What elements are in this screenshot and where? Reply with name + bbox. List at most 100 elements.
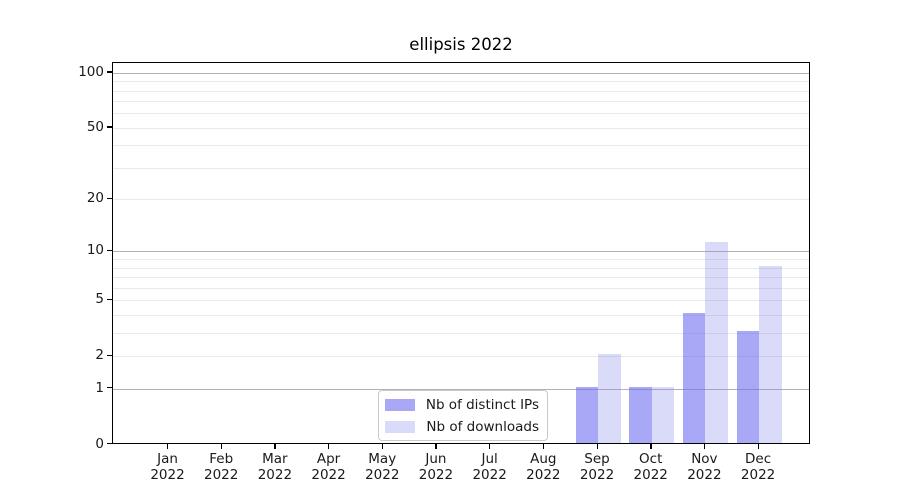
y-gridline-major bbox=[113, 251, 809, 253]
legend-item: Nb of distinct IPs bbox=[385, 395, 539, 414]
x-tick-label-line: 2022 bbox=[311, 467, 346, 483]
y-tick bbox=[107, 71, 112, 73]
x-tick-label: Aug 2022 bbox=[511, 451, 575, 484]
x-tick-label: Sep 2022 bbox=[565, 451, 629, 484]
y-gridline-major bbox=[113, 72, 809, 74]
x-tick-label-line: 2022 bbox=[633, 467, 668, 483]
y-gridline-minor bbox=[113, 287, 809, 289]
bar-nov-downloads bbox=[705, 242, 728, 443]
x-tick bbox=[542, 443, 545, 449]
x-tick-label: Feb 2022 bbox=[189, 451, 253, 484]
x-tick-label: May 2022 bbox=[350, 451, 414, 484]
legend-swatch-distinct-ips bbox=[385, 398, 415, 411]
legend-item: Nb of downloads bbox=[385, 417, 539, 436]
y-tick bbox=[107, 126, 112, 128]
x-tick-label-line: 2022 bbox=[579, 467, 615, 483]
x-tick-label: Jan 2022 bbox=[136, 451, 200, 484]
x-tick-label-line: Jan bbox=[157, 450, 178, 467]
x-tick bbox=[650, 443, 652, 449]
x-tick bbox=[274, 443, 276, 449]
y-tick-label: 2 bbox=[95, 347, 104, 364]
y-gridline-minor bbox=[113, 90, 809, 92]
chart-title: ellipsis 2022 bbox=[409, 35, 513, 54]
x-tick-label-line: Jul bbox=[481, 450, 498, 467]
bar-sep-distinct-ips bbox=[575, 386, 599, 443]
x-tick-label-line: Jun bbox=[425, 450, 447, 467]
x-tick-label-line: Dec bbox=[745, 450, 772, 467]
x-tick-label-line: 2022 bbox=[526, 467, 561, 483]
y-tick bbox=[107, 387, 112, 389]
x-tick bbox=[596, 443, 598, 449]
y-gridline-minor bbox=[113, 259, 809, 261]
legend-label: Nb of distinct IPs bbox=[425, 396, 539, 413]
bar-oct-distinct-ips bbox=[629, 386, 652, 443]
y-gridline-minor bbox=[113, 145, 809, 147]
x-tick-label: Jun 2022 bbox=[404, 451, 468, 484]
bar-dec-distinct-ips bbox=[736, 330, 760, 443]
y-tick bbox=[107, 443, 112, 445]
x-tick-label-line: Oct bbox=[639, 450, 663, 467]
y-gridline-minor bbox=[113, 199, 809, 201]
y-tick-label: 5 bbox=[95, 291, 104, 308]
x-tick bbox=[220, 443, 222, 449]
bar-dec-downloads bbox=[759, 265, 782, 443]
y-tick-label: 1 bbox=[95, 379, 104, 396]
y-gridline-minor bbox=[113, 300, 809, 302]
x-tick-label-line: 2022 bbox=[418, 467, 454, 483]
y-gridline-minor bbox=[113, 332, 809, 334]
bar-sep-downloads bbox=[598, 354, 621, 443]
x-tick bbox=[757, 443, 759, 449]
x-tick bbox=[703, 443, 706, 449]
bar-oct-downloads bbox=[651, 386, 675, 443]
y-gridline-minor bbox=[113, 127, 809, 129]
y-tick bbox=[107, 249, 112, 252]
x-tick-label-line: 2022 bbox=[204, 467, 239, 483]
y-gridline-minor bbox=[113, 356, 809, 358]
plot-area bbox=[112, 62, 810, 444]
y-tick-label: 20 bbox=[86, 190, 104, 207]
x-tick-label-line: 2022 bbox=[472, 467, 507, 483]
x-tick-label: Mar 2022 bbox=[243, 451, 307, 484]
x-tick-label-line: 2022 bbox=[740, 467, 776, 483]
x-tick-label-line: 2022 bbox=[365, 467, 400, 483]
y-gridline-major bbox=[113, 388, 809, 390]
y-tick-label: 0 bbox=[95, 435, 104, 452]
y-tick-label: 10 bbox=[86, 242, 104, 259]
x-tick bbox=[489, 443, 491, 449]
y-gridline-minor bbox=[113, 81, 809, 83]
y-tick bbox=[107, 298, 112, 300]
y-gridline-minor bbox=[113, 113, 809, 115]
legend-swatch-downloads bbox=[385, 420, 415, 433]
x-tick-label: Dec 2022 bbox=[726, 451, 790, 484]
x-tick-label-line: Mar bbox=[262, 450, 288, 467]
x-tick bbox=[167, 443, 169, 449]
y-tick bbox=[107, 197, 112, 200]
x-tick bbox=[328, 443, 330, 449]
x-tick bbox=[381, 443, 384, 449]
x-tick-label-line: May bbox=[368, 450, 397, 467]
y-tick bbox=[107, 354, 112, 356]
y-gridline-minor bbox=[113, 314, 809, 316]
x-tick-label: Apr 2022 bbox=[297, 451, 361, 484]
x-tick-label: Jul 2022 bbox=[458, 451, 522, 484]
x-tick-label-line: 2022 bbox=[150, 467, 185, 483]
x-tick-label-line: Aug bbox=[530, 450, 557, 467]
x-tick-label-line: Nov bbox=[691, 450, 718, 467]
y-gridline-minor bbox=[113, 267, 809, 269]
x-tick-label-line: Feb bbox=[209, 450, 234, 467]
x-tick-label-line: 2022 bbox=[687, 467, 722, 483]
legend-label: Nb of downloads bbox=[426, 418, 539, 435]
y-gridline-minor bbox=[113, 101, 809, 103]
y-tick-label: 50 bbox=[86, 118, 104, 135]
x-tick-label-line: 2022 bbox=[257, 467, 293, 483]
y-gridline-minor bbox=[113, 277, 809, 279]
x-tick-label-line: Apr bbox=[316, 450, 341, 467]
bar-nov-distinct-ips bbox=[682, 312, 706, 443]
x-tick-label: Nov 2022 bbox=[672, 451, 736, 484]
x-tick-label: Oct 2022 bbox=[619, 451, 683, 484]
x-tick-label-line: Sep bbox=[584, 450, 610, 467]
x-tick bbox=[435, 443, 437, 449]
legend: Nb of distinct IPs Nb of downloads bbox=[378, 390, 548, 441]
y-tick-label: 100 bbox=[78, 63, 104, 80]
